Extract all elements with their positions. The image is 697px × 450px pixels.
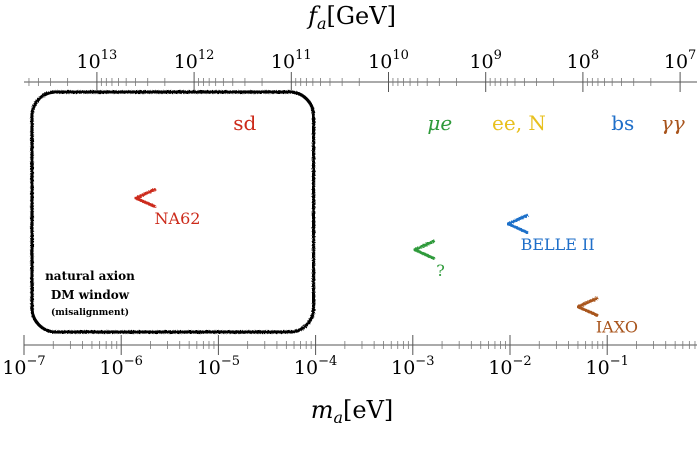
tick-exponent: 11 [295,48,312,63]
tick-base: 10 [271,51,295,73]
x-axis-symbol: m [311,396,334,424]
constraint-name-label: sd [233,111,256,135]
bound-label: ? [436,261,445,280]
constraint-eeN-group: ee, N [472,84,546,343]
bound-arrow-head [504,213,529,235]
constraint-name-label: bs [611,111,634,135]
bottom-tick-label: 10−7 [2,354,45,379]
bottom-tick-label: 10−2 [488,354,531,379]
svg-text:ma[eV]: ma[eV] [311,396,394,427]
tick-base: 10 [664,51,688,73]
constraint-sd-group: sd NA62 [132,84,257,343]
bottom-tick-label: 10−5 [197,354,240,379]
tick-base: 10 [586,357,610,379]
top-axis-title: fa[GeV] [306,2,396,33]
svg-text:fa[GeV]: fa[GeV] [306,2,396,33]
tick-base: 10 [469,51,493,73]
bound-label: BELLE II [521,235,595,254]
top-axis-ticks [28,72,681,92]
tick-base: 10 [197,357,221,379]
top-tick-label: 1012 [174,48,215,73]
bound-arrow-head [411,239,436,261]
tick-base: 10 [391,357,415,379]
tick-exponent: 8 [591,48,599,63]
top-tick-label: 108 [567,48,599,73]
tick-exponent: −1 [610,354,629,369]
top-tick-label: 107 [664,48,696,73]
tick-base: 10 [174,51,198,73]
x-axis-sub: a [333,408,343,427]
dm-window-sublabel: (misalignment) [51,307,129,318]
tick-exponent: 10 [392,48,409,63]
tick-exponent: 7 [688,48,696,63]
top-tick-label: 1011 [271,48,312,73]
tick-base: 10 [567,51,591,73]
bound-arrow-head [132,187,157,209]
top-tick-label: 1010 [368,48,409,73]
constraint--group: γγ IAXO [574,84,685,343]
top-axis-tick-labels: 1013 1012 1011 1010 109 108 107 [77,48,697,73]
bottom-tick-label: 10−6 [100,354,143,379]
bottom-tick-label: 10−3 [391,354,434,379]
x-axis-title: ma[eV] [311,396,394,427]
tick-exponent: −5 [221,354,240,369]
tick-exponent: −4 [318,354,337,369]
bound-arrow-head [574,296,599,318]
tick-exponent: −7 [27,354,46,369]
tick-base: 10 [488,357,512,379]
dm-window-region: natural axion DM window (misalignment) [30,90,316,334]
top-tick-label: 109 [469,48,501,73]
dm-window-label-2: DM window [51,288,130,302]
tick-exponent: 13 [101,48,118,63]
constraint-name-label: γγ [661,111,685,135]
tick-exponent: 9 [494,48,502,63]
bottom-axis-tick-labels: 10−710−610−510−410−310−210−11 [2,354,629,379]
tick-base: 10 [100,357,124,379]
dm-window-box [30,90,316,334]
tick-exponent: 12 [198,48,215,63]
tick-exponent: −6 [124,354,143,369]
dm-window-label-1: natural axion [45,269,135,283]
constraint-name-label: ee, N [492,111,546,135]
tick-base: 10 [77,51,101,73]
bottom-tick-label: 10−4 [294,354,337,379]
constraint-bs-group: bs BELLE II [504,84,634,343]
tick-exponent: −3 [415,354,434,369]
tick-base: 10 [2,357,26,379]
tick-base: 10 [294,357,318,379]
top-axis-unit: [GeV] [327,2,396,30]
constraint-e-group: μe? [411,84,469,343]
top-tick-label: 1013 [77,48,118,73]
bottom-axis-ticks [23,335,696,355]
top-axis-sub: a [317,14,327,33]
x-axis-unit: [eV] [343,396,393,424]
constraint-lines: sd NA62 μe? ee, N bs BELLE II γγ IAXO [132,84,685,343]
bound-label: IAXO [596,318,638,337]
bottom-tick-label: 10−1 [586,354,629,379]
tick-exponent: −2 [513,354,532,369]
constraint-name-label: μe [427,111,452,135]
bound-label: NA62 [155,209,201,228]
tick-base: 10 [368,51,392,73]
